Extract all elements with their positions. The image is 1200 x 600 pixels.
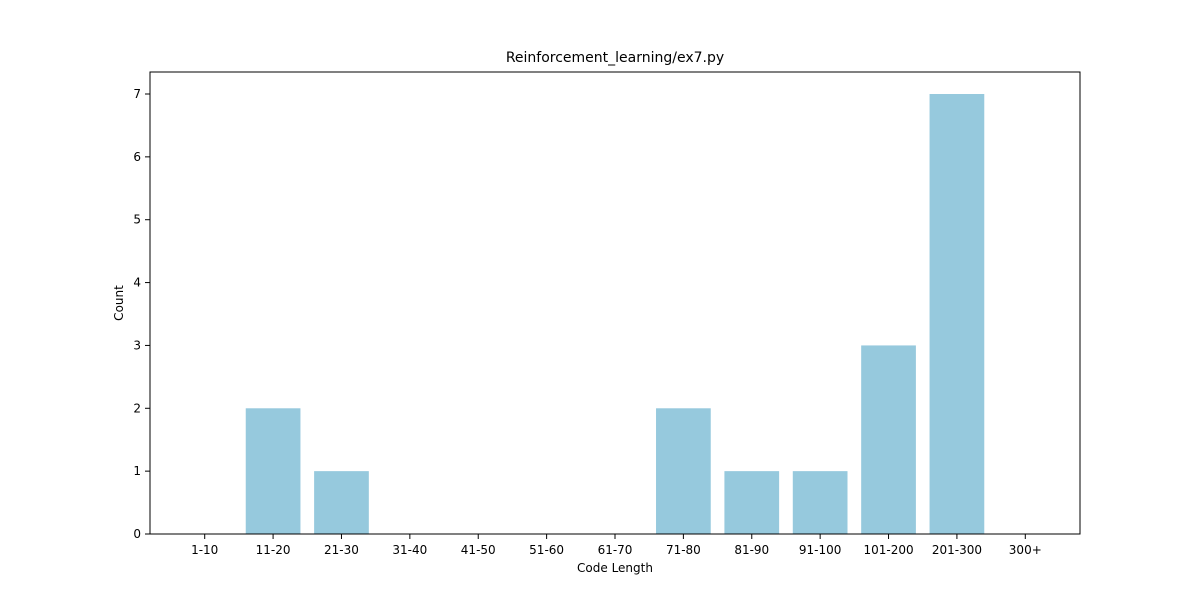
y-tick-label: 7 [133, 87, 141, 101]
y-tick-label: 1 [133, 464, 141, 478]
x-tick-label: 201-300 [932, 543, 982, 557]
x-tick-label: 41-50 [461, 543, 496, 557]
x-tick-label: 61-70 [598, 543, 633, 557]
bars-group [246, 94, 985, 534]
y-tick-label: 0 [133, 527, 141, 541]
y-tick-label: 4 [133, 276, 141, 290]
y-axis-label: Count [112, 285, 126, 321]
chart-title: Reinforcement_learning/ex7.py [506, 50, 724, 66]
y-tick-label: 6 [133, 150, 141, 164]
bar-201-300 [930, 94, 985, 534]
x-tick-label: 51-60 [529, 543, 564, 557]
bar-21-30 [314, 471, 369, 534]
bar-11-20 [246, 408, 301, 534]
bar-101-200 [861, 345, 916, 534]
x-tick-label: 81-90 [734, 543, 769, 557]
y-axis-ticks: 0 1 2 3 4 5 6 7 [133, 87, 150, 541]
x-tick-label: 1-10 [191, 543, 218, 557]
x-tick-label: 101-200 [863, 543, 913, 557]
bar-81-90 [724, 471, 779, 534]
y-tick-label: 5 [133, 213, 141, 227]
x-tick-label: 11-20 [256, 543, 291, 557]
y-tick-label: 2 [133, 401, 141, 415]
x-tick-label: 300+ [1009, 543, 1042, 557]
x-tick-label: 91-100 [799, 543, 842, 557]
x-axis-label: Code Length [577, 561, 653, 575]
x-axis-ticks: 1-10 11-20 21-30 31-40 41-50 51-60 61-70 71-80 8… [191, 534, 1042, 557]
x-tick-label: 21-30 [324, 543, 359, 557]
x-tick-label: 71-80 [666, 543, 701, 557]
bar-91-100 [793, 471, 848, 534]
x-tick-label: 31-40 [392, 543, 427, 557]
bar-71-80 [656, 408, 711, 534]
y-tick-label: 3 [133, 338, 141, 352]
